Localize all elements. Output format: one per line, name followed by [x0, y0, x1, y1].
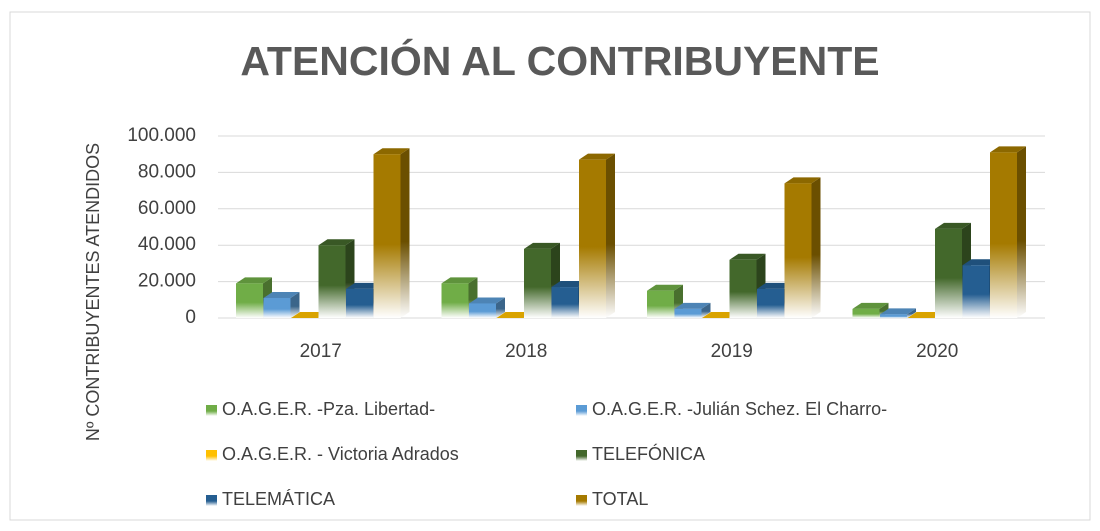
bar-side	[811, 177, 821, 318]
bar	[579, 159, 606, 318]
y-tick-label: 0	[185, 307, 196, 328]
legend-label: O.A.G.E.R. -Julián Schez. El Charro-	[592, 399, 887, 419]
x-tick-label: 2018	[505, 341, 547, 362]
bar-top	[469, 297, 505, 304]
bar	[346, 288, 373, 318]
bar-side	[701, 302, 711, 318]
legend-label: TOTAL	[592, 489, 648, 509]
legend-swatch	[206, 495, 217, 506]
bar-top	[990, 146, 1026, 153]
y-tick-label: 20.000	[138, 271, 196, 292]
bar	[757, 288, 784, 318]
bar-top	[757, 282, 793, 289]
bar-side	[496, 297, 505, 318]
bar-top	[907, 312, 944, 318]
bar	[263, 297, 291, 318]
bar	[880, 314, 907, 318]
y-tick-label: 80.000	[138, 161, 196, 182]
bar	[647, 290, 674, 318]
bar	[236, 283, 263, 318]
bar	[784, 183, 812, 318]
bar	[674, 308, 702, 318]
bar	[469, 303, 496, 318]
bar-top	[496, 312, 533, 318]
bar-top	[729, 253, 766, 260]
legend-swatch	[576, 495, 587, 506]
bar	[373, 154, 401, 318]
bar-top	[318, 239, 355, 246]
y-tick-label: 100.000	[127, 125, 196, 146]
bar-top	[236, 277, 272, 284]
bar	[962, 265, 990, 318]
bar-top	[579, 153, 615, 160]
bar-top	[291, 312, 327, 318]
x-tick-label: 2019	[711, 341, 753, 362]
y-tick-label: 40.000	[138, 234, 196, 255]
legend-label: TELEMÁTICA	[222, 489, 335, 509]
chart-title: ATENCIÓN AL CONTRIBUYENTE	[240, 38, 879, 84]
y-tick-label: 60.000	[138, 198, 196, 219]
bar	[524, 248, 551, 318]
bar-top	[441, 277, 478, 284]
bar-side	[400, 148, 410, 318]
bar-top	[935, 222, 971, 229]
bar	[729, 259, 757, 318]
bar-top	[784, 177, 821, 184]
bar	[852, 308, 880, 318]
legend-label: O.A.G.E.R. - Victoria Adrados	[222, 444, 459, 464]
bar-side	[907, 308, 916, 318]
legend-label: O.A.G.E.R. -Pza. Libertad-	[222, 399, 435, 419]
bar-top	[647, 284, 683, 291]
bar-top	[674, 302, 711, 309]
bar-top	[702, 312, 738, 318]
bar-top	[852, 302, 889, 309]
bar-side	[606, 153, 615, 318]
legend-swatch	[206, 405, 217, 416]
bar-top	[346, 282, 382, 289]
x-tick-label: 2020	[916, 341, 958, 362]
bar-top	[880, 308, 916, 315]
bar	[441, 283, 469, 318]
bar	[551, 287, 579, 318]
legend-swatch	[576, 450, 587, 461]
bar	[935, 228, 962, 318]
bar-top	[551, 281, 588, 288]
bar	[990, 152, 1017, 318]
legend-swatch	[206, 450, 217, 461]
bar-top	[263, 291, 300, 298]
bar-side	[290, 291, 300, 318]
bar	[318, 245, 346, 318]
legend-swatch	[576, 405, 587, 416]
bar-top	[962, 259, 999, 266]
bar-top	[524, 242, 560, 249]
legend-label: TELEFÓNICA	[592, 443, 705, 464]
bar-side	[1017, 146, 1026, 318]
y-axis-label: Nº CONTRIBUYENTES ATENDIDOS	[83, 143, 103, 441]
bar-top	[373, 148, 410, 155]
x-tick-label: 2017	[300, 341, 342, 362]
